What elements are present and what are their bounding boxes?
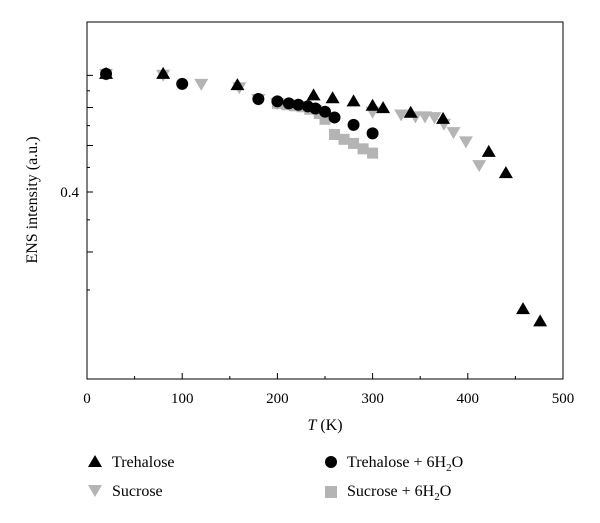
data-point-circle <box>282 97 295 110</box>
x-axis-label: T (K) <box>307 417 342 434</box>
data-point-square <box>319 113 331 125</box>
data-point-circle <box>347 118 360 131</box>
data-point-triangle-up <box>346 94 361 107</box>
legend-label-trehalose-hydrated: Trehalose + 6H2O <box>347 454 463 474</box>
data-point-triangle-up <box>516 302 531 315</box>
data-point-triangle-up <box>436 111 451 124</box>
x-tick-label: 0 <box>83 391 91 407</box>
data-point-circle <box>176 77 189 90</box>
data-point-circle <box>328 111 341 124</box>
data-point-square <box>338 133 350 145</box>
data-point-triangle-up <box>403 105 418 118</box>
data-point-triangle-down <box>394 109 409 122</box>
legend-label-sucrose: Sucrose <box>112 483 163 500</box>
legend-marker-triangle-up <box>88 455 102 467</box>
data-point-square <box>348 137 360 149</box>
legend: Trehalose Sucrose Trehalose + 6H2O Sucro… <box>88 454 463 503</box>
legend-marker-circle <box>325 456 337 468</box>
legend-marker-square <box>325 486 337 498</box>
legend-marker-triangle-down <box>88 485 102 497</box>
data-points <box>99 66 548 327</box>
legend-item-trehalose: Trehalose <box>88 454 175 471</box>
legend-item-trehalose-hydrated: Trehalose + 6H2O <box>325 454 463 474</box>
x-tick-label: 200 <box>266 391 289 407</box>
data-point-square <box>357 143 369 155</box>
data-point-triangle-up <box>376 101 391 114</box>
y-axis-label: ENS intensity (a.u.) <box>24 136 41 263</box>
x-tick-label: 300 <box>361 391 384 407</box>
x-axis-label-unit: (K) <box>316 417 342 434</box>
data-point-triangle-up <box>306 88 321 101</box>
data-point-triangle-up <box>325 91 340 104</box>
data-point-triangle-up <box>156 66 171 79</box>
data-point-triangle-down <box>472 160 487 173</box>
x-axis-ticks: 0 100 200 300 400 500 <box>83 373 574 407</box>
legend-item-sucrose-hydrated: Sucrose + 6H2O <box>325 483 451 503</box>
data-point-triangle-down <box>427 112 442 125</box>
data-point-triangle-down <box>194 78 209 91</box>
data-point-square <box>329 129 341 141</box>
data-point-circle <box>292 98 305 111</box>
data-point-circle <box>366 127 379 140</box>
legend-item-sucrose: Sucrose <box>88 483 163 500</box>
data-point-circle <box>252 92 265 105</box>
y-tick-label: 0.4 <box>60 185 79 201</box>
legend-label-trehalose: Trehalose <box>112 454 175 471</box>
data-point-circle <box>100 67 113 80</box>
data-point-triangle-up <box>365 98 380 111</box>
legend-label-sucrose-hydrated: Sucrose + 6H2O <box>347 483 451 503</box>
data-point-triangle-up <box>230 78 245 91</box>
data-point-triangle-up <box>498 166 513 179</box>
data-point-circle <box>271 95 284 108</box>
data-point-triangle-down <box>417 111 432 124</box>
data-point-square <box>367 147 379 159</box>
x-tick-label: 500 <box>552 391 575 407</box>
data-point-triangle-down <box>458 136 473 149</box>
x-tick-label: 400 <box>457 391 480 407</box>
x-tick-label: 100 <box>171 391 194 407</box>
y-axis-ticks: 0.4 <box>60 74 93 291</box>
data-point-circle <box>319 105 331 118</box>
x-axis-label-symbol: T <box>307 417 317 434</box>
data-point-triangle-up <box>533 314 548 327</box>
data-point-triangle-down <box>446 127 461 140</box>
data-point-triangle-up <box>481 144 496 157</box>
data-point-circle <box>309 102 322 115</box>
